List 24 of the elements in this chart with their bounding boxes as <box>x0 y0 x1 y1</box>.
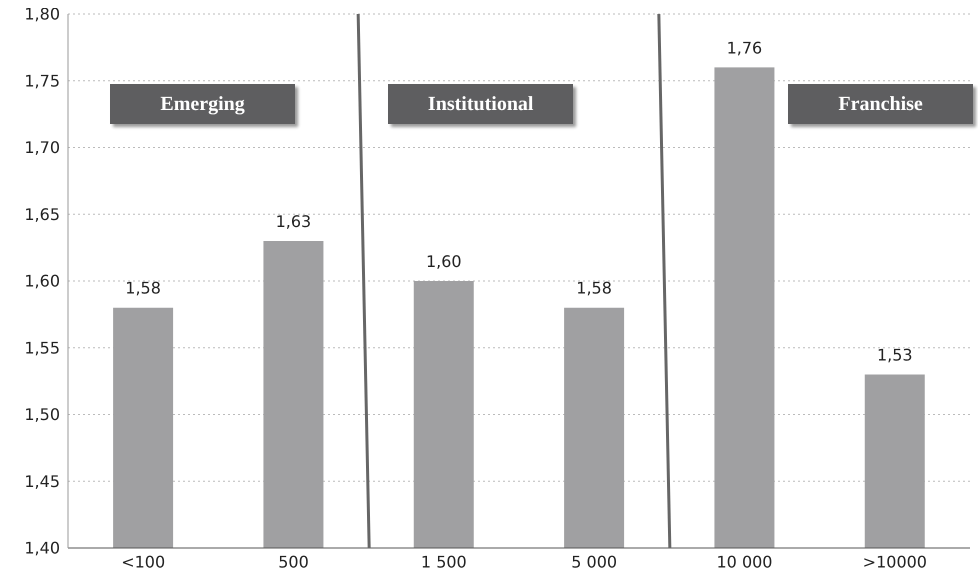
label-box: Institutional <box>388 84 574 124</box>
y-tick-label: 1,40 <box>24 538 60 558</box>
y-tick-label: 1,45 <box>24 472 60 491</box>
y-tick-label: 1,65 <box>24 204 60 224</box>
y-tick-label: 1,60 <box>24 272 60 291</box>
data-label: 1,53 <box>876 345 913 364</box>
y-tick-label: 1,75 <box>24 71 60 90</box>
x-tick-label: 1 500 <box>420 552 467 572</box>
x-tick-label: 5 000 <box>571 552 618 572</box>
y-tick-label: 1,55 <box>24 338 60 358</box>
x-tick-label: >10000 <box>862 552 927 572</box>
data-label: 1,60 <box>426 252 462 271</box>
data-label: 1,63 <box>276 212 312 231</box>
data-label: 1,58 <box>576 278 612 298</box>
data-label: 1,76 <box>726 38 762 58</box>
x-tick-label: 500 <box>278 552 309 572</box>
label-box: Emerging <box>110 84 296 124</box>
x-tick-label: <100 <box>121 552 166 572</box>
y-tick-label: 1,80 <box>24 4 60 24</box>
y-tick-label: 1,70 <box>24 138 60 158</box>
x-tick-label: 10 000 <box>716 552 772 572</box>
data-label: 1,58 <box>125 278 161 298</box>
y-tick-label: 1,50 <box>24 405 60 424</box>
label-box: Franchise <box>788 84 974 124</box>
